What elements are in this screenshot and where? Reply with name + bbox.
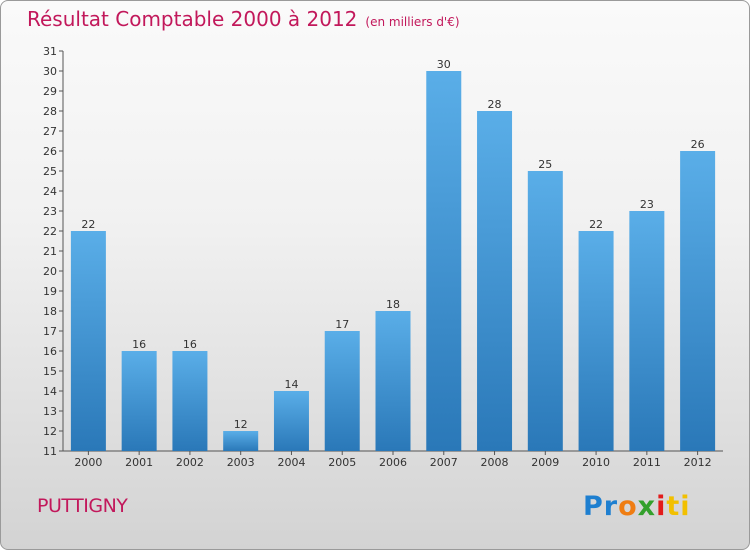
y-tick-label: 25: [43, 165, 57, 178]
x-tick-label: 2007: [430, 456, 458, 469]
bar: [273, 391, 309, 451]
proxiti-logo: Proxiti: [583, 491, 691, 522]
y-tick-label: 26: [43, 145, 57, 158]
bar: [629, 211, 665, 451]
data-label: 16: [132, 338, 146, 351]
data-label: 25: [538, 158, 552, 171]
bar: [375, 311, 411, 451]
y-tick-label: 18: [43, 305, 57, 318]
data-label: 22: [589, 218, 603, 231]
logo-part-1: Pr: [583, 491, 619, 522]
chart-subtitle: (en milliers d'€): [365, 15, 460, 29]
y-tick-label: 28: [43, 105, 57, 118]
y-tick-label: 27: [43, 125, 57, 138]
x-tick-label: 2000: [74, 456, 102, 469]
bar: [578, 231, 614, 451]
data-label: 17: [335, 318, 349, 331]
y-tick-label: 14: [43, 385, 57, 398]
data-label: 23: [640, 198, 654, 211]
y-tick-label: 31: [43, 45, 57, 58]
bar: [121, 351, 157, 451]
y-tick-label: 16: [43, 345, 57, 358]
y-tick-label: 12: [43, 425, 57, 438]
y-tick-label: 29: [43, 85, 57, 98]
bar: [172, 351, 208, 451]
x-tick-label: 2011: [633, 456, 661, 469]
chart-title: Résultat Comptable 2000 à 2012 (en millie…: [27, 7, 460, 31]
commune-name: PUTTIGNY: [37, 495, 128, 517]
x-tick-label: 2012: [684, 456, 712, 469]
logo-part-2: o: [618, 491, 638, 522]
bar: [426, 71, 462, 451]
bar: [223, 431, 259, 451]
data-label: 22: [81, 218, 95, 231]
data-label: 12: [234, 418, 248, 431]
x-tick-label: 2002: [176, 456, 204, 469]
y-tick-label: 17: [43, 325, 57, 338]
x-tick-label: 2003: [227, 456, 255, 469]
logo-part-5: ti: [666, 491, 691, 522]
y-tick-label: 30: [43, 65, 57, 78]
data-label: 30: [437, 58, 451, 71]
y-tick-label: 15: [43, 365, 57, 378]
y-tick-label: 21: [43, 245, 57, 258]
y-tick-label: 24: [43, 185, 57, 198]
bar: [324, 331, 360, 451]
x-tick-label: 2008: [481, 456, 509, 469]
data-label: 16: [183, 338, 197, 351]
y-tick-label: 19: [43, 285, 57, 298]
x-tick-label: 2006: [379, 456, 407, 469]
x-tick-label: 2005: [328, 456, 356, 469]
y-tick-label: 22: [43, 225, 57, 238]
logo-part-4: i: [656, 491, 667, 522]
x-tick-label: 2010: [582, 456, 610, 469]
logo-part-3: x: [637, 491, 657, 522]
bar: [477, 111, 513, 451]
data-label: 26: [691, 138, 705, 151]
chart-title-text: Résultat Comptable 2000 à 2012: [27, 7, 358, 31]
y-tick-label: 13: [43, 405, 57, 418]
bar: [680, 151, 716, 451]
data-label: 14: [284, 378, 298, 391]
x-tick-label: 2001: [125, 456, 153, 469]
y-tick-label: 23: [43, 205, 57, 218]
x-tick-label: 2009: [531, 456, 559, 469]
data-label: 28: [488, 98, 502, 111]
y-tick-label: 20: [43, 265, 57, 278]
bar: [70, 231, 106, 451]
x-tick-label: 2004: [277, 456, 305, 469]
data-label: 18: [386, 298, 400, 311]
y-tick-label: 11: [43, 445, 57, 458]
bar: [527, 171, 563, 451]
